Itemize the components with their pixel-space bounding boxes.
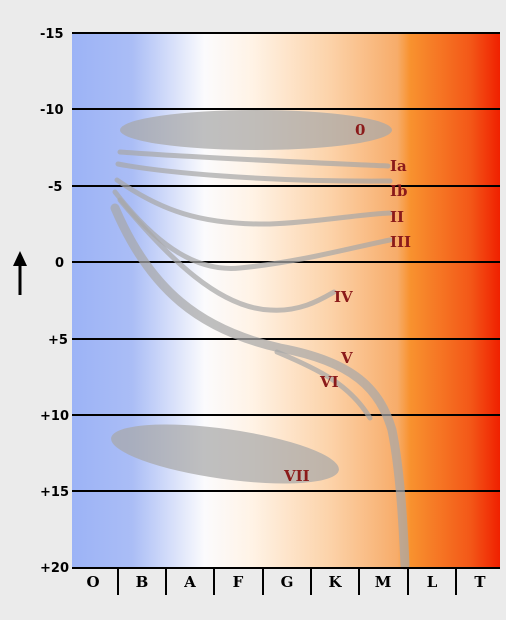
y-tick-label: +20 <box>40 561 69 576</box>
class-label-t: T <box>474 573 486 591</box>
giant-band <box>112 189 393 271</box>
lum-label-ia: Ia <box>390 157 407 175</box>
y-tick-label: +5 <box>48 333 68 348</box>
up-arrow-icon <box>13 251 27 295</box>
y-tick-label: +15 <box>40 485 69 500</box>
y-tick-label: +10 <box>40 409 69 424</box>
y-tick-label: 0 <box>55 256 64 271</box>
lum-label-ii: II <box>390 208 404 226</box>
y-tick-label: -5 <box>48 180 62 195</box>
class-label-l: L <box>427 573 438 591</box>
main-sequence-band <box>110 203 410 570</box>
class-label-m: M <box>375 573 392 591</box>
y-tick-label: -15 <box>40 27 64 42</box>
lum-label-v: V <box>340 349 353 367</box>
bright-giant-band <box>114 177 393 227</box>
luminosity-bands <box>110 110 410 570</box>
y-axis: -15 -10 -5 0 +5 +10 +15 +20 <box>40 27 69 576</box>
class-label-f: F <box>233 573 244 591</box>
subgiant-band <box>117 197 337 313</box>
lum-label-iv: IV <box>334 288 353 306</box>
class-label-g: G <box>281 573 294 591</box>
supergiant-ib-band <box>115 161 393 184</box>
spectral-axis: O B A F G K M L T <box>72 567 500 595</box>
y-tick-label: -10 <box>40 103 64 118</box>
lum-label-0: 0 <box>355 121 365 139</box>
lum-label-iii: III <box>390 233 411 251</box>
supergiant-ia-band <box>117 149 391 169</box>
class-label-k: K <box>328 573 342 591</box>
class-label-a: A <box>183 573 196 591</box>
class-label-b: B <box>136 573 149 591</box>
white-dwarf-band <box>111 424 339 484</box>
lum-label-ib: Ib <box>390 182 408 200</box>
lum-label-vi: VI <box>319 373 339 391</box>
class-label-o: O <box>86 573 99 591</box>
luminosity-labels: 0 Ia Ib II III IV V VI VII <box>283 121 411 485</box>
hypergiant-band <box>120 110 392 150</box>
lum-label-vii: VII <box>283 467 310 485</box>
subdwarf-band <box>274 349 373 421</box>
